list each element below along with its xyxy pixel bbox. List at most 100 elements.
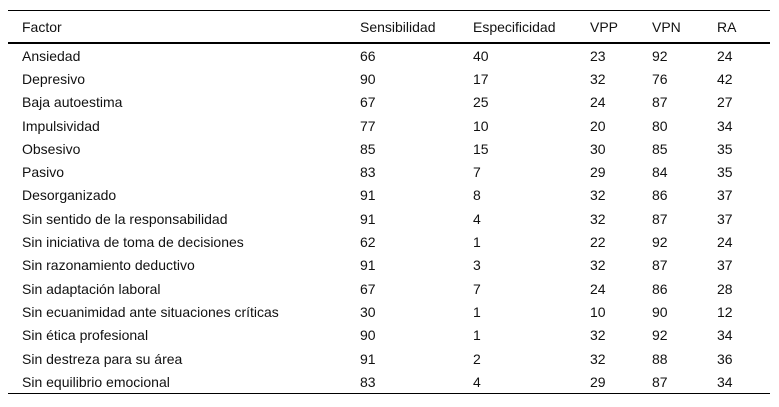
table-row: Sin sentido de la responsabilidad 91 4 32 87… (8, 207, 770, 230)
value-cell: 8 (473, 187, 481, 204)
value-cell: 32 (590, 350, 606, 367)
value-cell: 22 (590, 234, 606, 251)
diagnostic-factors-table: Factor Sensibilidad Especificidad VPP VP… (8, 10, 770, 395)
factor-cell: Sin destreza para su área (22, 350, 183, 367)
factor-cell: Impulsividad (22, 117, 100, 134)
value-cell: 88 (652, 350, 668, 367)
value-cell: 30 (360, 303, 376, 320)
table-row: Pasivo 83 7 29 84 35 (8, 160, 770, 183)
value-cell: 27 (717, 94, 733, 111)
value-cell: 32 (590, 70, 606, 87)
value-cell: 80 (652, 117, 668, 134)
value-cell: 25 (473, 94, 489, 111)
value-cell: 83 (360, 373, 376, 390)
value-cell: 24 (590, 94, 606, 111)
factor-cell: Obsesivo (22, 140, 81, 157)
table-row: Desorganizado 91 8 32 86 37 (8, 184, 770, 207)
factor-cell: Depresivo (22, 70, 86, 87)
value-cell: 84 (652, 164, 668, 181)
value-cell: 1 (473, 327, 481, 344)
value-cell: 92 (652, 47, 668, 64)
value-cell: 32 (590, 327, 606, 344)
value-cell: 86 (652, 280, 668, 297)
factor-cell: Sin iniciativa de toma de decisiones (22, 234, 244, 251)
factor-cell: Sin ética profesional (22, 327, 149, 344)
factor-cell: Sin razonamiento deductivo (22, 257, 195, 274)
factor-cell: Desorganizado (22, 187, 117, 204)
value-cell: 67 (360, 94, 376, 111)
value-cell: 91 (360, 210, 376, 227)
table-row: Sin equilibrio emocional 83 4 29 87 34 (8, 370, 770, 394)
table-header-row: Factor Sensibilidad Especificidad VPP VP… (8, 10, 770, 44)
value-cell: 2 (473, 350, 481, 367)
table-row: Sin adaptación laboral 67 7 24 86 28 (8, 277, 770, 300)
value-cell: 77 (360, 117, 376, 134)
value-cell: 15 (473, 140, 489, 157)
value-cell: 92 (652, 327, 668, 344)
value-cell: 24 (717, 47, 733, 64)
column-header-sensibilidad: Sensibilidad (360, 10, 473, 44)
table-row: Ansiedad 66 40 23 92 24 (8, 43, 770, 67)
value-cell: 10 (473, 117, 489, 134)
value-cell: 7 (473, 164, 481, 181)
value-cell: 30 (590, 140, 606, 157)
table-body: Ansiedad 66 40 23 92 24 Depresivo 90 17 32 76 42 Baj… (8, 43, 770, 394)
table-row: Impulsividad 77 10 20 80 34 (8, 114, 770, 137)
value-cell: 37 (717, 210, 733, 227)
value-cell: 34 (717, 373, 733, 390)
value-cell: 90 (360, 70, 376, 87)
value-cell: 32 (590, 187, 606, 204)
value-cell: 12 (717, 303, 733, 320)
value-cell: 87 (652, 373, 668, 390)
value-cell: 3 (473, 257, 481, 274)
value-cell: 4 (473, 210, 481, 227)
value-cell: 1 (473, 303, 481, 320)
value-cell: 34 (717, 117, 733, 134)
value-cell: 85 (652, 140, 668, 157)
value-cell: 24 (590, 280, 606, 297)
value-cell: 34 (717, 327, 733, 344)
value-cell: 85 (360, 140, 376, 157)
value-cell: 10 (590, 303, 606, 320)
factor-cell: Sin ecuanimidad ante situaciones crítica… (22, 303, 279, 320)
value-cell: 32 (590, 257, 606, 274)
value-cell: 1 (473, 234, 481, 251)
value-cell: 35 (717, 140, 733, 157)
factor-cell: Pasivo (22, 164, 65, 181)
value-cell: 90 (360, 327, 376, 344)
table-row: Sin iniciativa de toma de decisiones 62 1 2… (8, 230, 770, 253)
table-row: Sin ética profesional 90 1 32 92 34 (8, 324, 770, 347)
value-cell: 37 (717, 187, 733, 204)
value-cell: 17 (473, 70, 489, 87)
column-header-factor: Factor (8, 10, 360, 44)
table-row: Sin destreza para su área 91 2 32 88 36 (8, 347, 770, 370)
table-row: Depresivo 90 17 32 76 42 (8, 67, 770, 90)
value-cell: 42 (717, 70, 733, 87)
value-cell: 28 (717, 280, 733, 297)
column-header-vpp: VPP (590, 10, 652, 44)
value-cell: 86 (652, 187, 668, 204)
value-cell: 87 (652, 257, 668, 274)
table-row: Obsesivo 85 15 30 85 35 (8, 137, 770, 160)
column-header-especificidad: Especificidad (473, 10, 590, 44)
value-cell: 92 (652, 234, 668, 251)
value-cell: 29 (590, 373, 606, 390)
value-cell: 37 (717, 257, 733, 274)
value-cell: 83 (360, 164, 376, 181)
value-cell: 67 (360, 280, 376, 297)
factor-cell: Ansiedad (22, 47, 81, 64)
factor-cell: Sin equilibrio emocional (22, 373, 170, 390)
value-cell: 40 (473, 47, 489, 64)
value-cell: 91 (360, 187, 376, 204)
table-row: Sin razonamiento deductivo 91 3 32 87 37 (8, 254, 770, 277)
table-row: Sin ecuanimidad ante situaciones crítica… (8, 300, 770, 323)
value-cell: 7 (473, 280, 481, 297)
column-header-ra: RA (717, 10, 770, 44)
value-cell: 91 (360, 350, 376, 367)
factor-cell: Baja autoestima (22, 94, 123, 111)
value-cell: 36 (717, 350, 733, 367)
value-cell: 87 (652, 210, 668, 227)
factor-cell: Sin sentido de la responsabilidad (22, 210, 228, 227)
value-cell: 62 (360, 234, 376, 251)
